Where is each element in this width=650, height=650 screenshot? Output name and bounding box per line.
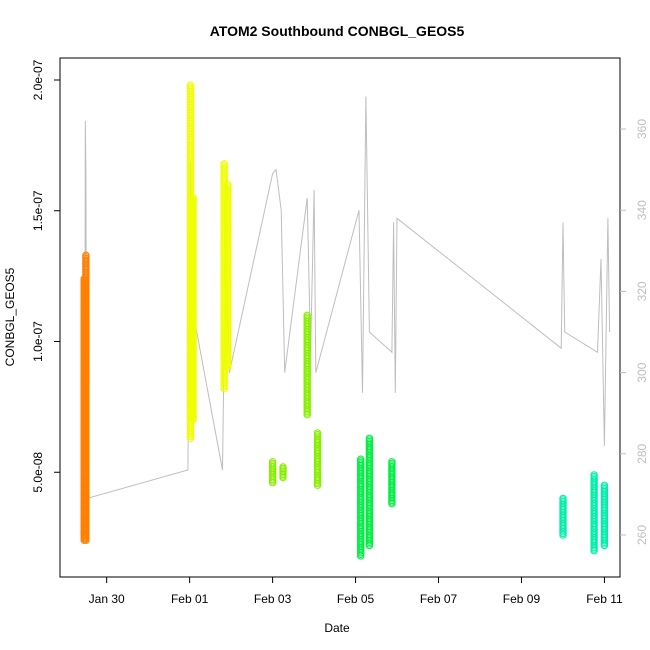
data-point: [189, 416, 197, 424]
data-point: [268, 479, 277, 487]
data-point-column: [600, 481, 609, 550]
data-point-column: [189, 194, 197, 424]
data-point-column: [82, 251, 90, 544]
right-y-tick-label: 280: [635, 443, 649, 463]
y-tick-label: 5.0e-08: [31, 452, 45, 493]
data-point-column: [365, 434, 374, 550]
data-point: [313, 481, 322, 489]
x-tick-label: Feb 11: [586, 592, 623, 606]
data-point-column: [224, 180, 232, 372]
data-point: [590, 547, 598, 555]
x-tick-label: Feb 03: [254, 592, 292, 606]
x-tick-label: Feb 05: [337, 592, 375, 606]
y-axis-label: CONBGL_GEOS5: [3, 267, 17, 366]
x-axis: Jan 30 Feb 01 Feb 03 Feb 05 Feb 07 Feb 09 Feb …: [89, 577, 623, 606]
data-point: [365, 541, 374, 550]
data-point-column: [559, 494, 567, 539]
x-axis-label: Date: [324, 621, 350, 635]
data-point: [357, 552, 365, 560]
data-point: [388, 499, 396, 508]
chart-title: ATOM2 Southbound CONBGL_GEOS5: [210, 23, 465, 39]
plot-area: [80, 81, 611, 560]
data-point-column: [279, 463, 287, 482]
right-y-axis: 260 280 300 320 340 360: [620, 119, 649, 545]
y-tick-label: 2.0e-07: [31, 59, 45, 100]
data-point-column: [303, 311, 311, 419]
data-point: [224, 363, 232, 372]
data-point-column: [590, 471, 598, 555]
right-y-tick-label: 320: [635, 281, 649, 301]
data-point: [279, 473, 287, 482]
data-point: [559, 531, 567, 539]
data-point: [220, 384, 228, 393]
data-point-column: [357, 455, 365, 560]
x-tick-label: Jan 30: [89, 592, 125, 606]
y-axis: 5.0e-08 1.0e-07 1.5e-07 2.0e-07: [31, 59, 60, 493]
data-point-column: [268, 458, 277, 487]
data-point: [186, 434, 195, 442]
right-y-tick-label: 340: [635, 200, 649, 220]
data-point-column: [388, 458, 396, 508]
y-tick-label: 1.5e-07: [31, 190, 45, 231]
x-tick-label: Feb 01: [171, 592, 209, 606]
x-tick-label: Feb 09: [503, 592, 541, 606]
data-point: [600, 541, 609, 550]
data-point: [303, 411, 311, 419]
x-tick-label: Feb 07: [420, 592, 458, 606]
right-y-tick-label: 360: [635, 119, 649, 139]
right-y-tick-label: 300: [635, 362, 649, 382]
data-point-column: [313, 429, 322, 489]
data-point: [82, 536, 90, 544]
plot-frame: [59, 57, 621, 578]
y-tick-label: 1.0e-07: [31, 321, 45, 362]
right-y-tick-label: 260: [635, 525, 649, 545]
